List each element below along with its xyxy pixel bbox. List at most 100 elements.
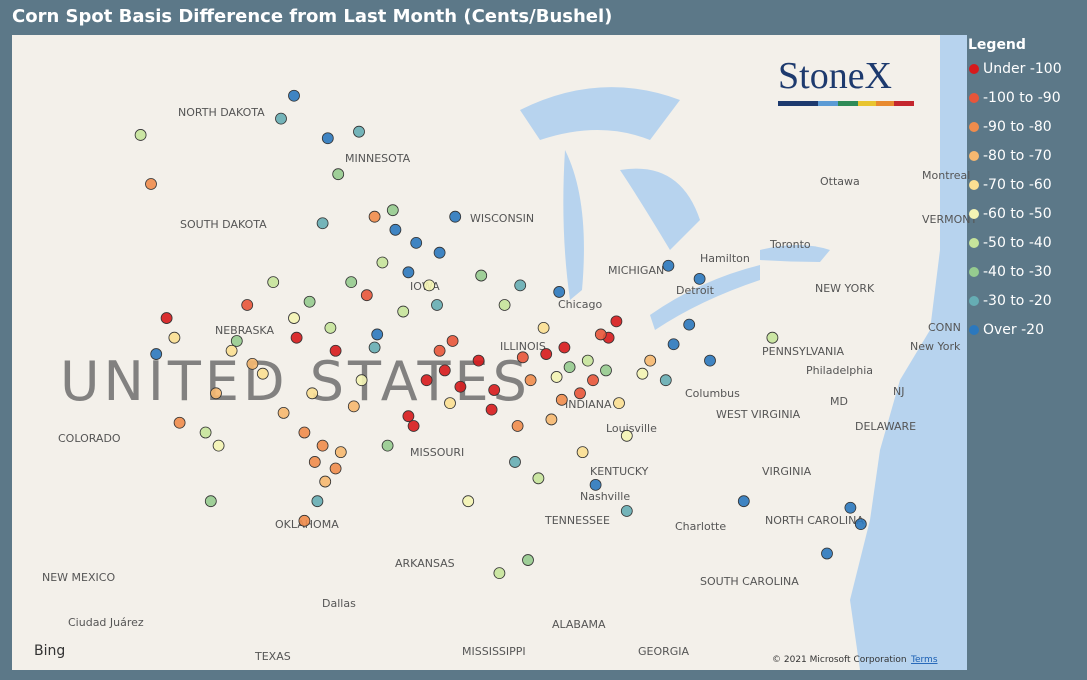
data-point: [332, 168, 345, 181]
data-point: [581, 354, 594, 367]
map-label: ILLINOIS: [500, 340, 546, 353]
points-layer: [134, 89, 867, 580]
ocean: [850, 35, 967, 670]
data-point: [334, 446, 347, 459]
legend-label: -30 to -20: [983, 293, 1052, 309]
legend-label: -70 to -60: [983, 177, 1052, 193]
data-point: [488, 384, 501, 396]
map-label: DELAWARE: [855, 420, 916, 433]
data-point: [620, 429, 633, 442]
data-point: [532, 472, 545, 485]
map-label: ALABAMA: [552, 618, 606, 631]
map-label: INDIANA: [565, 398, 612, 411]
data-point: [574, 387, 586, 400]
data-point: [199, 426, 212, 439]
data-point: [737, 495, 750, 508]
data-point: [493, 567, 506, 580]
data-point: [319, 475, 332, 488]
data-point: [410, 236, 423, 249]
data-point: [576, 446, 589, 459]
map-label: Montreal: [922, 169, 970, 182]
data-point: [662, 259, 675, 272]
map-label: NEW YORK: [815, 282, 875, 295]
data-point: [371, 328, 384, 341]
data-point: [454, 380, 467, 393]
legend-swatch: [969, 180, 979, 190]
map-label: Columbus: [685, 387, 740, 400]
legend-label: -50 to -40: [983, 235, 1052, 251]
data-point: [540, 348, 553, 360]
data-point: [516, 351, 529, 364]
legend-swatch: [969, 209, 979, 219]
data-point: [204, 495, 217, 508]
data-point: [659, 374, 672, 387]
data-point: [587, 374, 599, 387]
data-point: [594, 328, 607, 341]
legend-label: -40 to -30: [983, 264, 1052, 280]
title: Corn Spot Basis Difference from Last Mon…: [12, 6, 612, 27]
data-point: [386, 204, 399, 217]
map-label: Charlotte: [675, 520, 726, 533]
map-label: Chicago: [558, 298, 602, 311]
map-label: Nashville: [580, 490, 630, 503]
legend-swatch: [969, 151, 979, 161]
lake-michigan: [563, 150, 584, 300]
map-label: NORTH DAKOTA: [178, 106, 265, 119]
legend-label: -80 to -70: [983, 148, 1052, 164]
data-point: [431, 299, 443, 311]
data-point: [854, 518, 867, 530]
map-label: ARKANSAS: [395, 557, 455, 570]
lake-superior: [520, 87, 680, 140]
lake-ontario: [760, 245, 830, 262]
data-point: [563, 361, 576, 374]
map-label: Detroit: [676, 284, 715, 297]
data-point: [311, 495, 324, 508]
data-point: [644, 354, 657, 367]
legend-label: -90 to -80: [983, 119, 1052, 135]
data-point: [321, 132, 334, 145]
data-point: [210, 387, 222, 400]
map-label: CONN: [928, 321, 961, 334]
legend-swatch: [969, 296, 979, 306]
data-point: [610, 315, 623, 328]
legend-label: -100 to -90: [983, 90, 1061, 106]
data-point: [376, 256, 389, 269]
legend: Under -100 -100 to -90 -90 to -80 -80 to -7…: [969, 61, 1062, 338]
data-point: [555, 393, 568, 406]
data-point: [433, 344, 446, 357]
data-point: [345, 276, 358, 289]
logo: StoneX: [778, 55, 892, 97]
terms-link[interactable]: Terms: [910, 655, 938, 665]
data-point: [316, 439, 329, 452]
data-point: [347, 400, 360, 413]
map-label: WEST VIRGINIA: [716, 408, 801, 421]
data-point: [173, 416, 186, 429]
data-point: [212, 439, 225, 452]
map-label: COLORADO: [58, 432, 121, 445]
data-point: [485, 403, 498, 416]
data-point: [256, 367, 269, 380]
data-point: [288, 312, 300, 324]
map-label: Toronto: [769, 238, 811, 251]
map-label: TENNESSEE: [544, 514, 610, 527]
data-point: [308, 456, 321, 468]
data-point: [498, 299, 511, 311]
data-point: [150, 348, 163, 360]
data-point: [389, 223, 402, 236]
data-point: [550, 371, 563, 383]
legend-swatch: [969, 238, 979, 248]
map-label: New York: [910, 340, 961, 353]
data-point: [545, 413, 558, 426]
data-point: [821, 547, 833, 560]
data-point: [368, 341, 381, 354]
map-label: MINNESOTA: [345, 152, 411, 165]
map-label: GEORGIA: [638, 645, 690, 658]
data-point: [230, 335, 243, 347]
data-point: [306, 387, 319, 400]
data-point: [360, 289, 373, 302]
data-point: [433, 246, 446, 259]
data-point: [381, 439, 394, 452]
data-point: [613, 397, 625, 410]
provider: Bing: [34, 643, 65, 659]
